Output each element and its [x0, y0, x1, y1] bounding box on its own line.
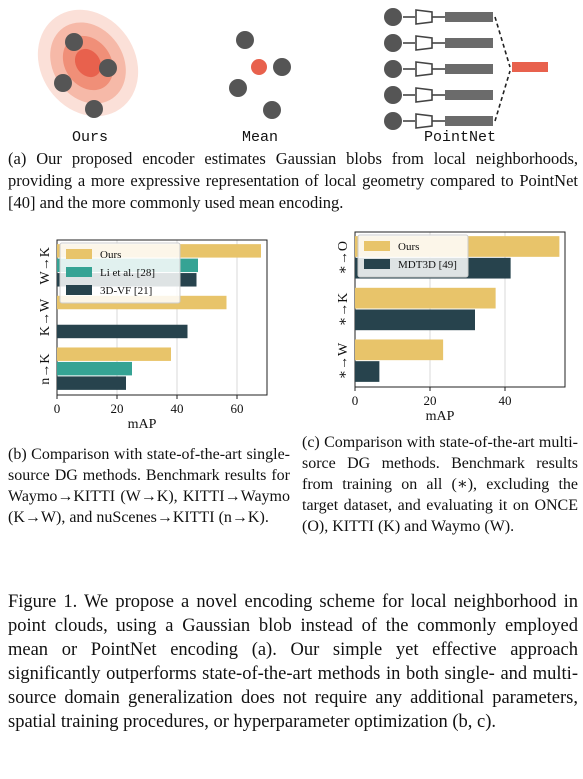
legend-label: Ours: [398, 241, 419, 253]
bar-n→K-3D-VF [21]: [57, 376, 126, 390]
caption-b: (b) Comparison with state-of-the-art sin…: [8, 446, 290, 526]
legend-label: MDT3D [49]: [398, 259, 457, 271]
plot-frame: [56, 239, 268, 396]
bar-n→K-Ours: [57, 347, 171, 361]
bar-∗→K-Ours: [355, 287, 496, 309]
category-label: K→W: [38, 298, 53, 336]
x-tick-label: 40: [499, 393, 512, 408]
x-axis-label: mAP: [426, 409, 455, 424]
category-label: ∗→W: [336, 342, 351, 380]
mean-diagram: [229, 31, 291, 119]
x-tick-label: 60: [231, 401, 244, 416]
x-tick-label: 0: [54, 401, 61, 416]
bar-n→K-Li et al. [28]: [57, 361, 132, 376]
caption-c: (c) Comparison with state-of-the-art mul…: [302, 434, 578, 535]
caption-a: (a) Our proposed encoder estimates Gauss…: [8, 149, 578, 212]
x-tick-label: 20: [111, 401, 124, 416]
x-tick-label: 40: [171, 401, 184, 416]
bar-K→W-3D-VF [21]: [57, 324, 188, 339]
legend-swatch: [66, 285, 92, 295]
legend-swatch: [364, 259, 390, 269]
category-label: ∗→O: [336, 241, 351, 275]
legend-swatch: [66, 249, 92, 259]
x-axis-label: mAP: [128, 417, 157, 432]
legend-label: Ours: [100, 249, 121, 261]
category-label: n→K: [38, 354, 53, 385]
pointnet-label: PointNet: [423, 129, 496, 146]
single-source-dg-chart: W→K K→W n→K 0 20 40 60 mAP Ours Li et al. [28] 3D-…: [38, 239, 268, 432]
bar-∗→K-MDT3D [49]: [355, 309, 475, 331]
x-tick-label: 0: [352, 393, 359, 408]
category-label: ∗→K: [336, 293, 351, 327]
bar-∗→W-Ours: [355, 339, 444, 361]
multi-source-dg-chart: ∗→O ∗→K ∗→W0 20 40 mAP Ours MDT3D [49]: [336, 231, 566, 424]
mean-label: Mean: [241, 129, 278, 146]
ours-label: Ours: [71, 129, 108, 146]
legend-swatch: [364, 241, 390, 251]
legend-label: 3D-VF [21]: [100, 285, 152, 297]
encoder-illustration: [37, 8, 548, 130]
x-tick-label: 20: [424, 393, 437, 408]
gaussian-blob-diagram: [37, 9, 139, 118]
bar-∗→W-MDT3D [49]: [355, 361, 380, 382]
figure-caption: Figure 1. We propose a novel encoding sc…: [8, 592, 578, 732]
legend-swatch: [66, 267, 92, 277]
pointnet-diagram: [384, 8, 548, 130]
category-label: W→K: [38, 247, 53, 284]
legend-label: Li et al. [28]: [100, 267, 155, 279]
